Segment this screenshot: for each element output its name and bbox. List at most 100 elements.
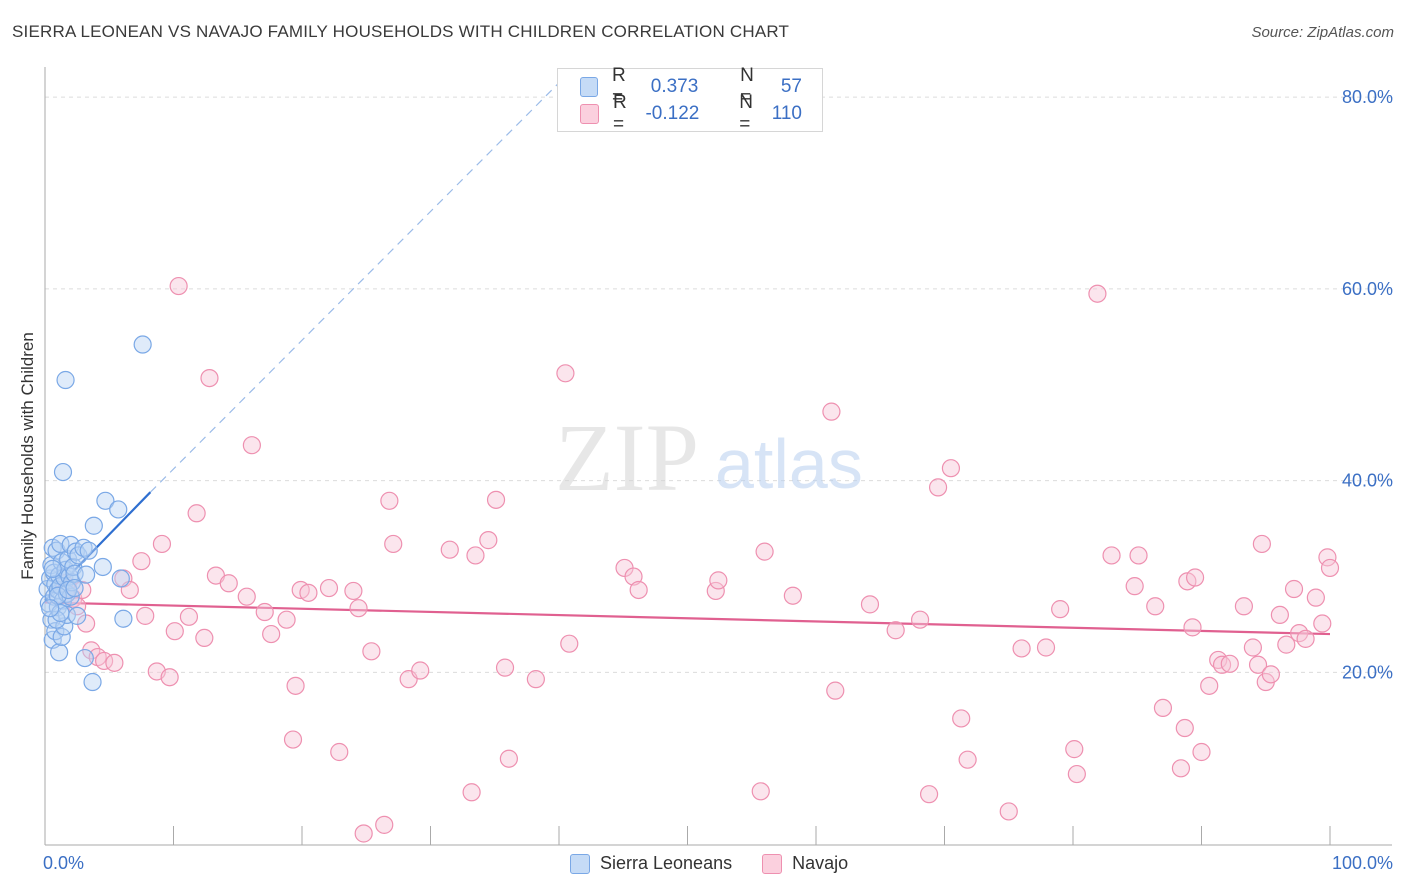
point-navajo	[1153, 698, 1173, 717]
point-navajo	[709, 571, 728, 590]
point-sierra	[79, 541, 98, 560]
chart-title: SIERRA LEONEAN VS NAVAJO FAMILY HOUSEHOL…	[12, 22, 790, 41]
point-navajo	[1012, 639, 1031, 658]
legend-r-value: -0.122	[645, 103, 700, 124]
point-navajo	[928, 478, 948, 497]
legend-n-label: N =	[739, 92, 753, 135]
point-navajo	[629, 580, 648, 600]
point-navajo	[1320, 558, 1340, 578]
source-label: Source: ZipAtlas.com	[1251, 24, 1394, 41]
point-navajo	[910, 610, 930, 629]
point-sierra	[51, 603, 70, 623]
legend-swatch-navajo	[762, 853, 783, 874]
legend-item-navajo: Navajo	[762, 853, 848, 874]
legend-item-sierra: Sierra Leoneans	[570, 853, 732, 874]
point-navajo	[179, 607, 199, 626]
point-sierra	[109, 500, 128, 519]
point-navajo	[277, 610, 296, 629]
legend-n-value: 57	[780, 76, 802, 97]
point-navajo	[1261, 665, 1280, 684]
point-sierra	[65, 578, 84, 598]
point-navajo	[1212, 655, 1232, 674]
series-navajo	[55, 276, 1340, 843]
legend-n-value: 110	[771, 103, 802, 124]
point-navajo	[860, 595, 880, 614]
trend-line-sierra-dashed	[149, 82, 560, 493]
legend-n-label: N =	[740, 65, 754, 108]
point-navajo	[440, 540, 459, 559]
point-sierra	[75, 648, 94, 668]
legend-swatch-navajo	[580, 104, 600, 124]
point-navajo	[1277, 635, 1296, 654]
point-navajo	[466, 546, 485, 565]
point-navajo	[941, 459, 961, 478]
legend-label-navajo: Navajo	[792, 853, 849, 873]
point-navajo	[380, 491, 399, 510]
point-navajo	[1175, 718, 1194, 738]
tick-labels: 20.0% 40.0% 60.0% 80.0% 0.0% 100.0%	[43, 87, 1393, 873]
point-navajo	[1129, 546, 1148, 565]
point-navajo	[1234, 597, 1254, 616]
point-navajo	[255, 602, 274, 622]
point-navajo	[556, 364, 575, 383]
point-navajo	[262, 624, 281, 644]
point-navajo	[136, 606, 155, 625]
point-navajo	[1318, 548, 1337, 567]
point-navajo	[624, 567, 643, 586]
point-sierra	[43, 559, 62, 578]
point-navajo	[105, 653, 124, 672]
legend-r-label: R =	[613, 92, 627, 135]
point-navajo	[1102, 546, 1121, 565]
point-navajo	[919, 785, 939, 804]
point-navajo	[411, 661, 430, 680]
series-legend: Sierra Leoneans Navajo	[570, 853, 878, 874]
watermark-atlas: atlas	[715, 425, 863, 503]
point-navajo	[706, 581, 725, 601]
correlation-legend: R = 0.373 N = 57 R = -0.122 N = 110	[557, 65, 823, 135]
point-navajo	[755, 542, 774, 561]
point-navajo	[499, 749, 518, 768]
point-navajo	[1067, 764, 1086, 784]
point-navajo	[1185, 568, 1205, 587]
point-sierra	[52, 627, 71, 647]
point-sierra	[55, 617, 74, 636]
point-navajo	[299, 583, 318, 602]
point-navajo	[219, 574, 238, 593]
point-navajo	[165, 622, 184, 641]
point-navajo	[999, 802, 1018, 821]
point-sierra	[53, 462, 73, 482]
point-navajo	[958, 750, 977, 769]
legend-swatch-sierra	[580, 77, 598, 97]
point-navajo	[1065, 740, 1084, 759]
point-navajo	[195, 628, 214, 648]
point-navajo	[495, 658, 515, 677]
point-navajo	[1220, 654, 1239, 673]
point-navajo	[486, 490, 506, 509]
point-navajo	[1146, 597, 1165, 616]
y-tick-label: 60.0%	[1342, 279, 1393, 299]
point-navajo	[462, 783, 481, 802]
point-navajo	[242, 436, 261, 455]
point-navajo	[1125, 577, 1144, 596]
point-navajo	[160, 668, 179, 687]
point-sierra	[41, 599, 60, 618]
point-navajo	[286, 676, 305, 695]
point-navajo	[479, 531, 498, 550]
point-navajo	[169, 276, 188, 296]
watermark-zip: ZIP	[555, 404, 699, 511]
point-navajo	[1313, 614, 1332, 633]
point-navajo	[152, 534, 172, 554]
axes	[44, 67, 1392, 846]
point-sierra	[93, 557, 112, 577]
point-sierra	[133, 335, 152, 354]
watermark: ZIP atlas	[555, 404, 863, 511]
legend-row-navajo: R = -0.122 N = 110	[580, 92, 822, 135]
point-navajo	[822, 402, 841, 421]
point-navajo	[826, 681, 845, 700]
point-navajo	[384, 534, 403, 554]
y-axis-title: Family Households with Children	[18, 332, 37, 580]
legend-r-value: 0.373	[650, 76, 699, 97]
point-navajo	[132, 552, 151, 571]
point-navajo	[354, 824, 373, 843]
gridlines	[45, 96, 1392, 673]
